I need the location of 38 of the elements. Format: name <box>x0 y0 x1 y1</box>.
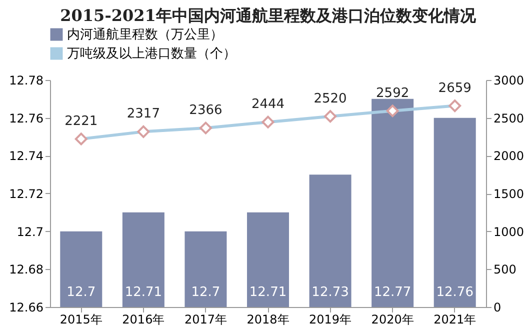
y2-tick-label: 1500 <box>494 187 524 201</box>
y-tick-label: 12.7 <box>16 224 44 239</box>
chart-title: 2015-2021年中国内河通航里程数及港口泊位数变化情况 <box>60 6 477 25</box>
data-label: 12.7 <box>66 285 96 300</box>
data-label: 2366 <box>189 102 222 118</box>
legend-label: 万吨级及以上港口数量（个） <box>67 46 236 62</box>
data-label: 12.71 <box>124 285 162 300</box>
data-label: 12.76 <box>436 285 474 300</box>
x-tick-label: 2020年 <box>371 312 414 326</box>
data-label: 12.71 <box>249 285 287 300</box>
x-tick-label: 2018年 <box>246 312 290 326</box>
data-label: 2221 <box>64 114 98 129</box>
x-tick-label: 2016年 <box>122 312 165 326</box>
data-label: 12.7 <box>191 285 220 300</box>
data-label: 2592 <box>376 86 410 101</box>
data-label: 12.77 <box>374 285 412 300</box>
y-tick-label: 12.66 <box>9 300 44 314</box>
x-tick-label: 2017年 <box>184 312 227 326</box>
y2-tick-label: 3000 <box>494 74 524 88</box>
y-tick-label: 12.76 <box>9 111 44 126</box>
y-tick-label: 12.74 <box>9 149 44 164</box>
y-tick-label: 12.68 <box>9 262 44 277</box>
x-tick-label: 2019年 <box>309 312 352 326</box>
data-label: 2317 <box>126 106 160 122</box>
y2-tick-label: 500 <box>494 262 516 277</box>
x-tick-label: 2015年 <box>60 312 102 326</box>
data-label: 2444 <box>251 97 285 112</box>
data-label: 2520 <box>314 91 347 106</box>
y-tick-label: 12.78 <box>9 74 44 88</box>
y2-tick-label: 0 <box>494 300 502 314</box>
y2-tick-label: 2500 <box>494 111 524 126</box>
data-label: 12.73 <box>312 285 349 300</box>
y2-tick-label: 2000 <box>494 149 524 164</box>
y2-tick-label: 1000 <box>494 224 524 239</box>
data-label: 2659 <box>438 80 472 96</box>
x-tick-label: 2021年 <box>434 312 476 326</box>
legend-label: 内河通航里程数（万公里） <box>67 28 223 42</box>
y-tick-label: 12.72 <box>9 187 44 201</box>
